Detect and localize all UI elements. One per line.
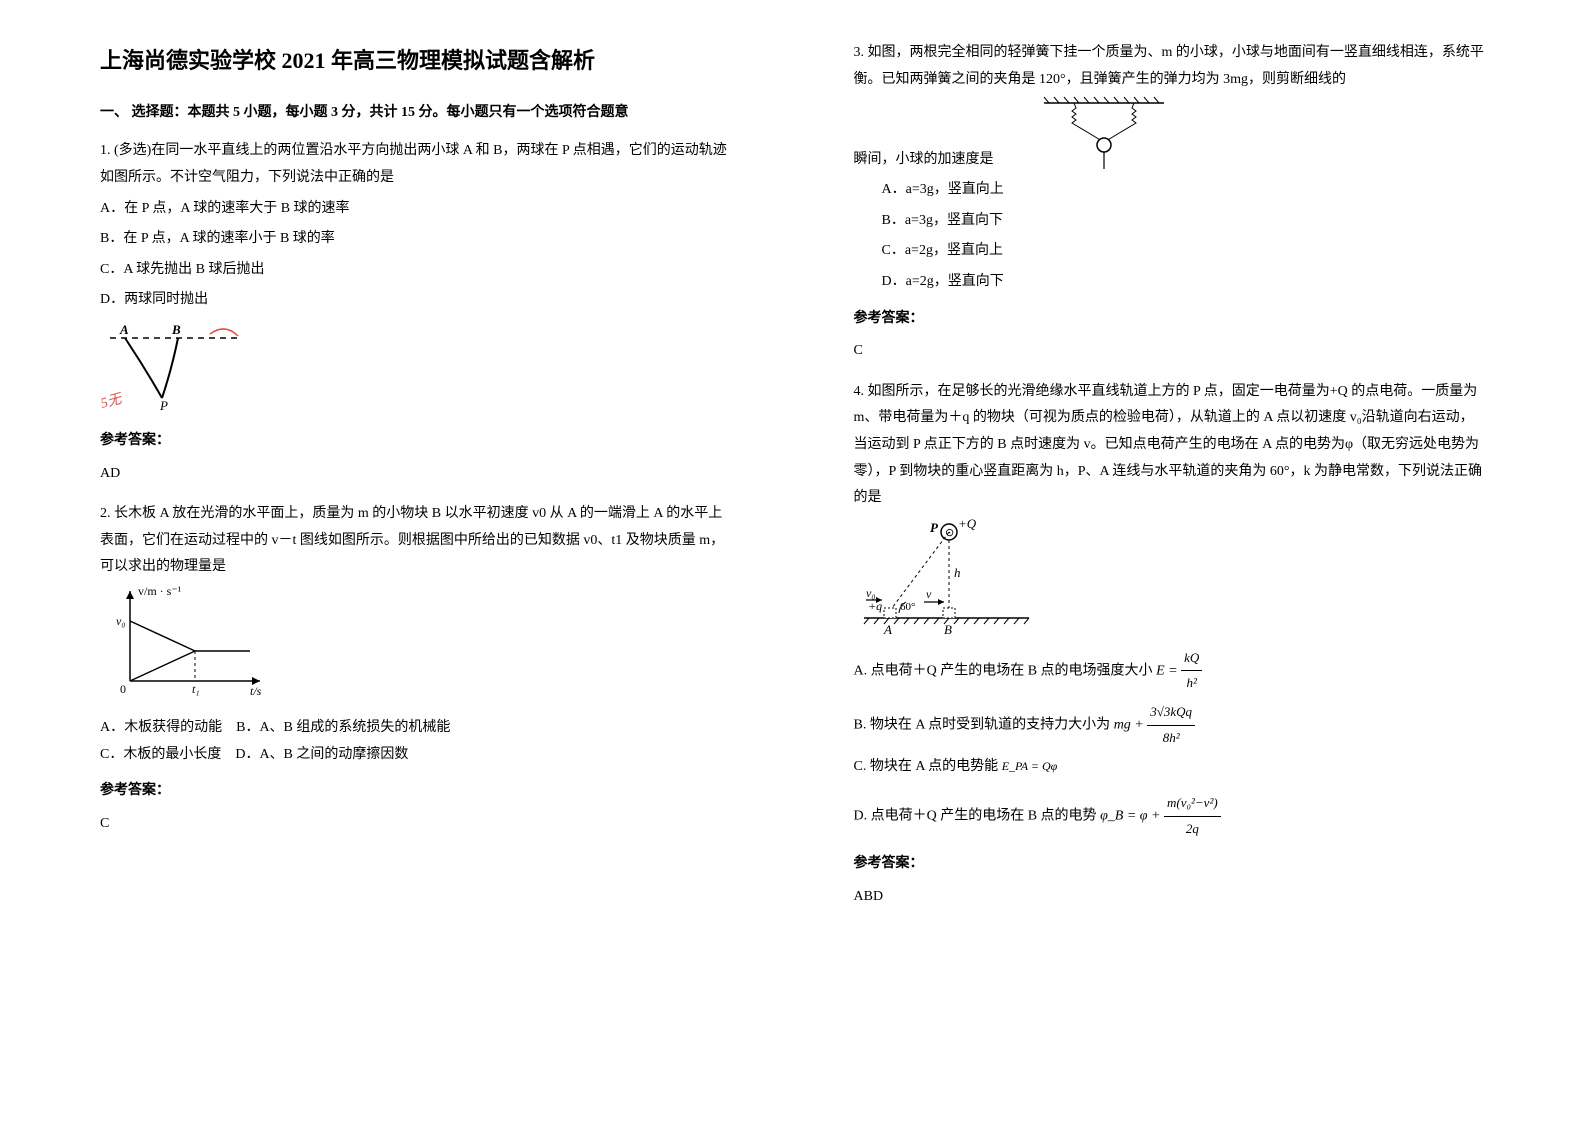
q4-optD-fraction: m(v₀²−v²) 2q [1164,791,1221,841]
q4-label-v0: v₀ [866,586,876,600]
q3-stem-part1: 3. 如图，两根完全相同的轻弹簧下挂一个质量为、m 的小球，小球与地面间有一竖直… [854,40,1488,93]
q1-label-a: A [119,322,129,337]
q3-answer-label: 参考答案： [854,306,1488,333]
q1-stem: 1. (多选)在同一水平直线上的两位置沿水平方向抛出两小球 A 和 B，两球在 … [100,138,734,191]
q3-diagram [1024,93,1184,173]
q2-olabel: 0 [120,682,126,696]
section-heading: 一、 选择题：本题共 5 小题，每小题 3 分，共计 15 分。每小题只有一个选… [100,100,734,127]
q2-xlabel: t/s [250,684,262,698]
q4-charge-dot-icon: ⊙ [945,527,954,539]
q1-options: A．在 P 点，A 球的速率大于 B 球的速率 B．在 P 点，A 球的速率小于… [100,196,734,314]
q4-optB-text: B. 物块在 A 点时受到轨道的支持力大小为 [854,718,1111,733]
q4-optB-den: 8h² [1147,726,1195,751]
q2-stem: 2. 长木板 A 放在光滑的水平面上，质量为 m 的小物块 B 以水平初速度 v… [100,501,734,581]
q4-optA-eq: E = [1156,663,1178,678]
q4-label-h: h [954,565,961,580]
page-root: 上海尚德实验学校 2021 年高三物理模拟试题含解析 一、 选择题：本题共 5 … [0,0,1587,1122]
q1-option-b: B．在 P 点，A 球的速率小于 B 球的率 [100,226,734,253]
q2-options-line1: A．木板获得的动能 B．A、B 组成的系统损失的机械能 [100,715,734,742]
q4-label-p: P [930,520,939,535]
q4-option-a: A. 点电荷＋Q 产生的电场在 B 点的电场强度大小 E = kQ h² [854,646,1488,696]
q4-label-q-big: +Q [958,516,977,531]
q1-answer: AD [100,461,734,488]
q4-optC-text: C. 物块在 A 点的电势能 [854,759,999,774]
q3-stem-row: 瞬间，小球的加速度是 [854,93,1488,173]
q2-answer-label: 参考答案： [100,778,734,805]
q4-label-a: A [883,622,892,637]
q4-optB-fraction: 3√3kQq 8h² [1147,700,1195,750]
q1-label-b: B [171,322,181,337]
q4-label-q-small: +q [868,599,882,613]
q4-options: A. 点电荷＋Q 产生的电场在 B 点的电场强度大小 E = kQ h² B. … [854,646,1488,842]
right-column: 3. 如图，两根完全相同的轻弹簧下挂一个质量为、m 的小球，小球与地面间有一竖直… [794,0,1587,1122]
left-column: 上海尚德实验学校 2021 年高三物理模拟试题含解析 一、 选择题：本题共 5 … [0,0,794,1122]
question-4: 4. 如图所示，在足够长的光滑绝缘水平直线轨道上方的 P 点，固定一电荷量为+Q… [854,379,1488,911]
q4-optA-text: A. 点电荷＋Q 产生的电场在 B 点的电场强度大小 [854,663,1153,678]
q1-answer-label: 参考答案： [100,428,734,455]
q4-optD-den: 2q [1164,817,1221,842]
q4-stem: 4. 如图所示，在足够长的光滑绝缘水平直线轨道上方的 P 点，固定一电荷量为+Q… [854,379,1488,512]
q4-optA-fraction: kQ h² [1181,646,1202,696]
q4-optC-formula: E_PA = Qφ [1002,759,1058,773]
q2-t1label: t₁ [192,682,200,696]
q4-option-b: B. 物块在 A 点时受到轨道的支持力大小为 mg + 3√3kQq 8h² [854,700,1488,750]
exam-title: 上海尚德实验学校 2021 年高三物理模拟试题含解析 [100,40,734,82]
q3-answer: C [854,338,1488,365]
q4-label-v: v [926,587,932,601]
q1-diagram: A B P 5无 [100,318,250,418]
q1-option-d: D．两球同时抛出 [100,287,734,314]
q4-optD-text: D. 点电荷＋Q 产生的电场在 B 点的电势 [854,808,1097,823]
q4-label-b: B [944,622,952,637]
q4-optA-num: kQ [1181,646,1202,672]
q4-answer-label: 参考答案： [854,851,1488,878]
q1-option-c: C．A 球先抛出 B 球后抛出 [100,257,734,284]
q4-optB-num: 3√3kQq [1147,700,1195,726]
q2-ylabel: v/m · s⁻¹ [138,584,182,598]
q2-diagram: v/m · s⁻¹ t/s v₀ 0 t₁ [100,581,270,701]
q3-option-a: A．a=3g，竖直向上 [882,177,1488,204]
question-1: 1. (多选)在同一水平直线上的两位置沿水平方向抛出两小球 A 和 B，两球在 … [100,138,734,487]
q4-answer: ABD [854,884,1488,911]
q2-answer: C [100,811,734,838]
question-3: 3. 如图，两根完全相同的轻弹簧下挂一个质量为、m 的小球，小球与地面间有一竖直… [854,40,1488,365]
q1-watermark: 5无 [100,391,125,411]
q4-optA-den: h² [1181,671,1202,696]
q1-option-a: A．在 P 点，A 球的速率大于 B 球的速率 [100,196,734,223]
q4-optB-left: mg + [1114,718,1144,733]
q3-option-c: C．a=2g，竖直向上 [882,238,1488,265]
q3-option-d: D．a=2g，竖直向下 [882,269,1488,296]
q3-stem-part2: 瞬间，小球的加速度是 [854,147,994,174]
q3-options: A．a=3g，竖直向上 B．a=3g，竖直向下 C．a=2g，竖直向上 D．a=… [882,177,1488,295]
q4-optD-left: φ_B = φ + [1100,808,1160,823]
q4-optD-num: m(v₀²−v²) [1164,791,1221,817]
question-2: 2. 长木板 A 放在光滑的水平面上，质量为 m 的小物块 B 以水平初速度 v… [100,501,734,837]
q4-diagram: ⊙ P +Q h A B +q [854,512,1044,642]
q3-option-b: B．a=3g，竖直向下 [882,208,1488,235]
spacer [100,701,734,715]
q4-label-angle: 60° [900,601,915,613]
q1-label-p: P [159,398,168,413]
q2-v0label: v₀ [116,614,126,628]
q4-option-d: D. 点电荷＋Q 产生的电场在 B 点的电势 φ_B = φ + m(v₀²−v… [854,791,1488,841]
q2-options-line2: C．木板的最小长度 D．A、B 之间的动摩擦因数 [100,742,734,769]
q4-option-c: C. 物块在 A 点的电势能 E_PA = Qφ [854,754,1488,781]
